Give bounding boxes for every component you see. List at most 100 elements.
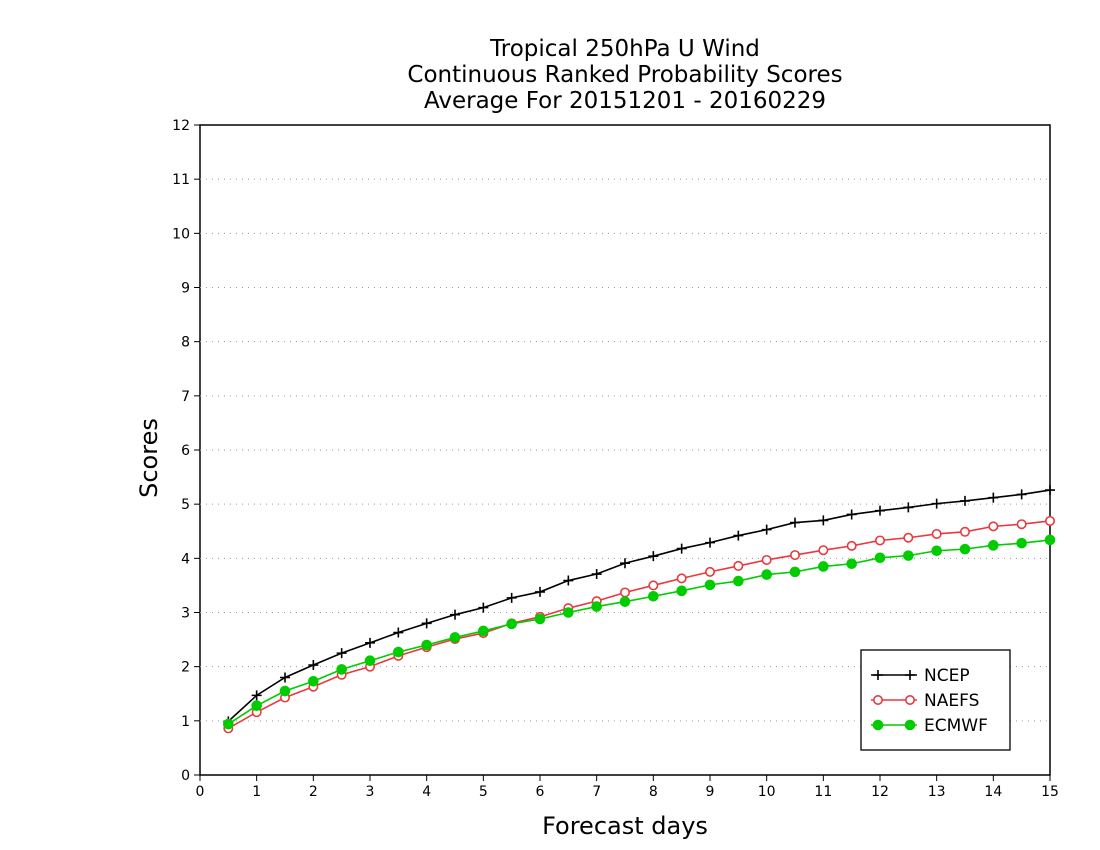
data-point xyxy=(931,498,942,509)
data-point xyxy=(1044,534,1056,546)
x-tick-label: 13 xyxy=(928,784,946,800)
data-point xyxy=(223,718,234,730)
x-tick-label: 0 xyxy=(196,784,205,800)
y-tick-label: 4 xyxy=(181,551,190,567)
data-point xyxy=(534,613,546,625)
data-point xyxy=(563,575,574,586)
data-point xyxy=(818,515,829,526)
x-tick-label: 3 xyxy=(366,784,375,800)
data-point xyxy=(478,602,489,613)
data-point xyxy=(336,648,347,659)
x-tick-label: 11 xyxy=(814,784,832,800)
data-point xyxy=(704,566,715,577)
data-point xyxy=(873,670,883,680)
data-point xyxy=(535,586,545,597)
data-point xyxy=(336,664,347,675)
data-point xyxy=(931,545,942,557)
data-point xyxy=(648,590,659,602)
data-point xyxy=(959,543,971,555)
legend-label: ECMWF xyxy=(924,716,988,736)
data-point xyxy=(733,575,744,587)
data-point xyxy=(620,558,630,569)
data-point xyxy=(988,521,999,532)
data-point xyxy=(790,517,800,528)
data-point xyxy=(421,618,432,629)
y-tick-label: 8 xyxy=(181,335,190,351)
data-point xyxy=(619,587,630,598)
data-point xyxy=(676,543,687,554)
data-point xyxy=(931,528,942,539)
data-point xyxy=(506,592,517,603)
chart-title: Tropical 250hPa U Wind Continuous Ranked… xyxy=(300,36,950,114)
data-point xyxy=(988,540,999,551)
data-point xyxy=(1045,485,1055,496)
x-tick-label: 12 xyxy=(871,784,889,800)
data-point xyxy=(846,540,857,551)
data-point xyxy=(308,660,319,671)
data-point xyxy=(591,569,602,580)
chart-title-line-2: Continuous Ranked Probability Scores xyxy=(407,62,843,88)
data-point xyxy=(450,609,460,620)
y-tick-label: 10 xyxy=(172,226,190,242)
series-ncep xyxy=(223,485,1055,727)
legend-items: NCEP NAEFS ECMWF xyxy=(871,666,988,736)
data-point xyxy=(676,585,687,597)
y-axis-label: Scores xyxy=(135,418,163,498)
x-tick-label: 4 xyxy=(422,784,431,800)
data-point xyxy=(591,601,602,612)
x-tick-label: 2 xyxy=(309,784,318,800)
data-point xyxy=(1016,537,1027,549)
data-point xyxy=(619,596,631,607)
y-tick-label: 1 xyxy=(181,714,190,730)
data-point xyxy=(733,560,744,571)
y-tick-label: 9 xyxy=(181,281,190,297)
data-point xyxy=(872,719,884,731)
x-tick-label: 5 xyxy=(479,784,488,800)
x-tick-label: 8 xyxy=(649,784,658,800)
data-point xyxy=(789,566,801,578)
y-tick-label: 7 xyxy=(181,389,190,405)
legend-item: NAEFS xyxy=(871,691,979,711)
data-point xyxy=(449,632,461,643)
data-point xyxy=(676,573,687,584)
y-tick-label: 3 xyxy=(181,606,190,622)
x-tick-label: 9 xyxy=(706,784,715,800)
data-point xyxy=(875,505,885,516)
data-point xyxy=(393,627,404,638)
chart-title-line-3: Average For 20151201 - 20160229 xyxy=(423,88,827,114)
legend-label: NAEFS xyxy=(924,691,979,711)
data-point xyxy=(1016,519,1027,530)
data-point xyxy=(733,530,744,541)
data-point xyxy=(563,607,574,618)
data-point xyxy=(818,561,829,572)
data-point xyxy=(421,639,432,651)
data-point xyxy=(960,495,970,506)
data-point xyxy=(789,550,800,561)
data-point xyxy=(393,646,404,658)
data-point xyxy=(903,502,914,513)
data-point xyxy=(1045,515,1056,526)
data-point xyxy=(705,537,715,548)
data-point xyxy=(279,685,291,697)
data-point xyxy=(988,492,999,503)
data-point xyxy=(648,580,659,591)
data-point xyxy=(874,535,885,546)
x-tick-label: 6 xyxy=(536,784,545,800)
data-point xyxy=(959,526,970,537)
data-point xyxy=(872,694,883,705)
data-point xyxy=(904,719,916,731)
data-point xyxy=(364,655,376,667)
data-point xyxy=(506,618,517,630)
data-point xyxy=(874,552,886,564)
data-point xyxy=(903,532,914,543)
y-tick-label: 5 xyxy=(181,497,190,513)
data-point xyxy=(478,625,489,637)
legend-item: ECMWF xyxy=(871,716,988,736)
data-point xyxy=(251,690,262,701)
data-point xyxy=(905,670,915,680)
y-tick-label: 6 xyxy=(181,443,190,459)
y-tick-label: 0 xyxy=(181,768,190,784)
x-tick-label: 14 xyxy=(984,784,1002,800)
y-tick-label: 11 xyxy=(172,172,190,188)
